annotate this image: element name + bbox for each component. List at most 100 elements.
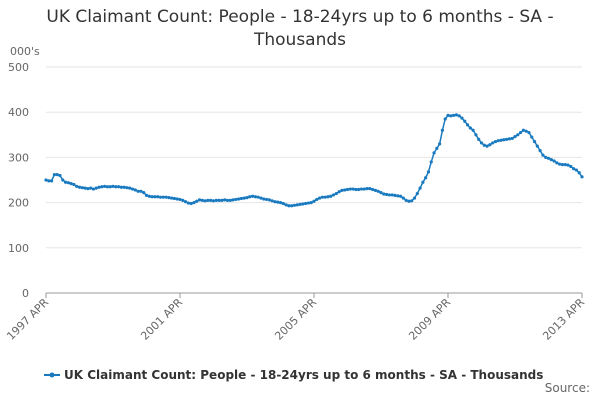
data-point [52, 172, 56, 177]
data-point [345, 187, 350, 192]
data-point [256, 195, 260, 199]
data-point [451, 113, 456, 117]
data-point [214, 198, 218, 202]
data-point [242, 196, 246, 200]
data-point [373, 188, 378, 192]
data-point [354, 187, 358, 192]
data-point [368, 186, 372, 191]
data-point [549, 158, 553, 162]
data-point [55, 172, 59, 177]
data-point [329, 194, 333, 198]
data-point [410, 199, 414, 203]
chart-title: UK Claimant Count: People - 18-24yrs up … [46, 7, 554, 50]
data-point [72, 182, 76, 187]
data-point [181, 198, 185, 202]
data-point [510, 136, 514, 141]
data-point [164, 195, 168, 199]
data-point [401, 196, 405, 200]
data-point [253, 195, 257, 199]
data-point [237, 197, 241, 201]
data-point [150, 195, 154, 199]
data-point [541, 153, 545, 157]
data-point [58, 173, 62, 178]
data-point [284, 203, 288, 207]
data-point [438, 142, 442, 146]
data-point [546, 156, 551, 160]
data-point [435, 146, 439, 150]
y-tick-label: 0 [22, 287, 29, 300]
data-point [415, 191, 419, 196]
data-point [566, 163, 570, 167]
data-point [538, 149, 542, 153]
data-point [315, 197, 319, 202]
data-point [443, 117, 447, 121]
data-point [577, 171, 581, 175]
data-point [460, 116, 464, 120]
data-point [357, 187, 361, 192]
data-point [139, 189, 143, 193]
data-point [103, 184, 107, 188]
data-point [142, 191, 146, 195]
data-point [69, 182, 73, 186]
data-point [245, 196, 249, 200]
x-tick-label: 2013 APR [540, 296, 587, 343]
data-point [49, 179, 54, 183]
data-point [398, 194, 403, 198]
x-tick-label: 1997 APR [4, 296, 51, 343]
data-point [446, 113, 450, 117]
data-point [317, 196, 322, 200]
data-point [502, 138, 506, 142]
data-point [167, 196, 171, 200]
data-point [133, 188, 137, 192]
data-point [337, 190, 341, 194]
data-point [290, 204, 294, 208]
data-point [89, 186, 93, 190]
data-point [524, 129, 528, 133]
data-point [527, 130, 531, 135]
data-point [555, 161, 559, 165]
data-point [535, 144, 539, 148]
series-line [45, 114, 583, 207]
data-point [334, 191, 338, 196]
data-point [259, 196, 263, 200]
data-point [119, 185, 123, 189]
data-point [175, 197, 179, 201]
data-point [477, 137, 481, 141]
y-tick-label: 200 [8, 197, 29, 210]
data-point [482, 143, 486, 147]
data-point [153, 195, 157, 199]
data-point [63, 180, 68, 184]
data-point [304, 201, 308, 206]
y-tick-label: 500 [8, 61, 29, 74]
data-point [91, 187, 96, 191]
data-point [239, 196, 244, 201]
data-point [192, 201, 196, 205]
data-point [47, 179, 51, 183]
data-point [281, 201, 285, 206]
data-point [499, 138, 503, 142]
legend-label: UK Claimant Count: People - 18-24yrs up … [64, 368, 543, 382]
data-point [563, 163, 567, 167]
data-point [468, 126, 472, 130]
data-point [170, 196, 174, 200]
data-point [412, 196, 417, 200]
x-tick-label: 2005 APR [272, 296, 319, 343]
data-point [61, 178, 65, 182]
data-point [301, 202, 305, 206]
data-point [83, 186, 87, 190]
data-point [80, 186, 84, 190]
data-point [323, 195, 327, 199]
data-point [287, 204, 291, 208]
data-point [178, 197, 182, 202]
data-point [485, 144, 489, 148]
data-point [100, 185, 104, 189]
data-point [496, 139, 500, 143]
x-tick-label: 2009 APR [406, 296, 453, 343]
data-point [471, 128, 475, 132]
data-point [532, 139, 537, 144]
data-point [558, 162, 562, 166]
data-point [530, 135, 534, 139]
data-point [211, 199, 216, 203]
